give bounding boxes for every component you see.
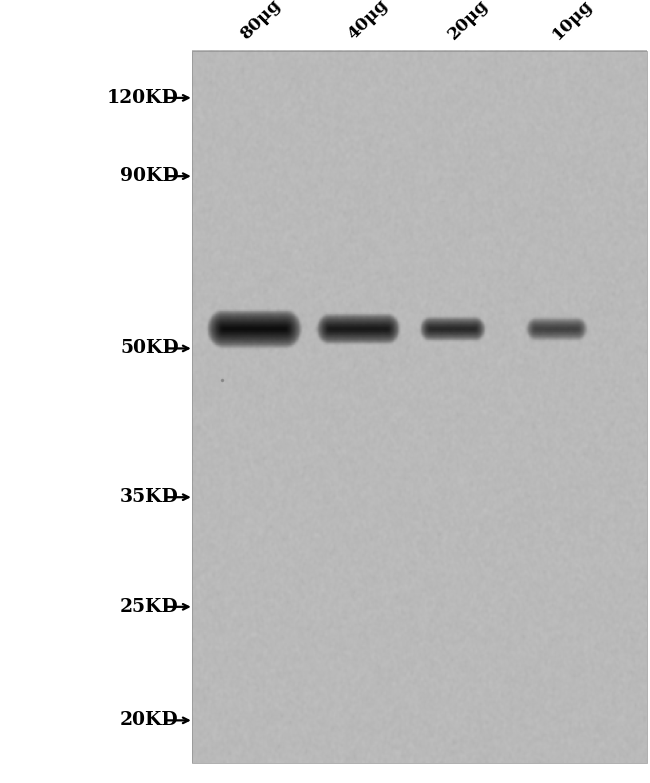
Text: 20KD: 20KD	[120, 712, 179, 729]
Bar	[192, 51, 647, 763]
Text: 80μg: 80μg	[237, 0, 284, 43]
Text: 120KD: 120KD	[107, 89, 179, 106]
Text: 20μg: 20μg	[445, 0, 492, 43]
Text: 35KD: 35KD	[120, 489, 179, 506]
Text: 90KD: 90KD	[120, 168, 179, 185]
Text: 50KD: 50KD	[120, 340, 179, 357]
Text: 10μg: 10μg	[549, 0, 596, 43]
Text: 25KD: 25KD	[120, 598, 179, 615]
Text: 40μg: 40μg	[344, 0, 391, 43]
